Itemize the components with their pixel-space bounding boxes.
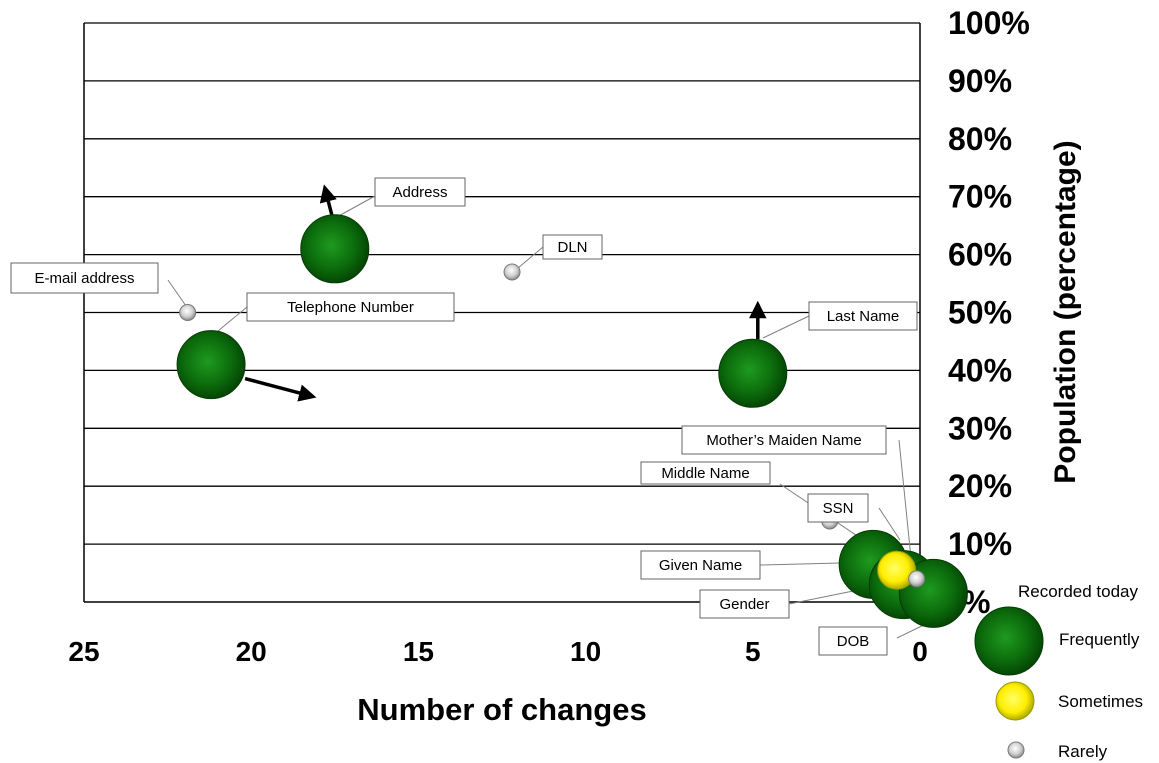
callout-leader (334, 195, 376, 219)
y-tick-label: 50% (948, 295, 1012, 331)
callout-label: Address (392, 184, 447, 201)
callout-box (640, 461, 771, 485)
x-axis-ticks: 25 20 15 10 5 0 (68, 636, 927, 667)
legend-title: Recorded today (1018, 582, 1139, 601)
callout-leader (898, 439, 913, 569)
callout-label: DOB (837, 633, 870, 650)
x-tick-label: 15 (403, 636, 434, 667)
y-tick-label: 90% (948, 63, 1012, 99)
callout-label: Gender (719, 596, 769, 613)
point-dln (503, 263, 521, 281)
x-tick-label: 10 (570, 636, 601, 667)
callout-label: Last Name (827, 308, 900, 325)
callout-label: Mother’s Maiden Name (706, 432, 861, 449)
callout-box (699, 589, 790, 619)
callout-box (808, 301, 918, 331)
callout-box (10, 262, 159, 294)
callout-label: Given Name (659, 557, 742, 574)
point-e-mail-address (179, 304, 197, 321)
callout-leader (167, 279, 187, 307)
legend-label: Frequently (1059, 630, 1140, 649)
trend-arrow (319, 184, 337, 216)
point-telephone-number (176, 330, 246, 400)
data-points (176, 214, 968, 628)
y-tick-label: 30% (948, 410, 1012, 446)
callout-leader (762, 315, 810, 339)
trend-arrows (244, 184, 767, 402)
y-tick-label: 80% (948, 121, 1012, 157)
callouts: Address DLN E-mail address Telephone Number… (10, 177, 918, 656)
point-last-name (718, 338, 788, 408)
callout-leader (517, 246, 544, 269)
grid-lines (84, 22, 920, 545)
y-tick-label: 10% (948, 526, 1012, 562)
callout-box (542, 234, 603, 260)
y-axis-title: Population (percentage) (1049, 140, 1082, 483)
legend-label: Sometimes (1058, 692, 1143, 711)
legend-label: Rarely (1058, 742, 1108, 761)
point-address (300, 214, 370, 284)
callout-box (640, 550, 761, 580)
x-tick-label: 20 (236, 636, 267, 667)
x-tick-label: 25 (68, 636, 99, 667)
point-mother-s-maiden-name (908, 570, 926, 588)
callout-leaders (167, 195, 931, 639)
callout-leader (217, 306, 248, 332)
y-axis-ticks: %10%20%30%40%50%60%70%80%90%100% (948, 5, 1030, 620)
trend-arrow (244, 376, 317, 402)
x-axis-title: Number of changes (357, 692, 646, 727)
legend: Recorded today Frequently Sometimes Rarely (974, 582, 1143, 761)
callout-leader (878, 507, 901, 541)
y-tick-label: 100% (948, 5, 1030, 41)
callout-label: E-mail address (34, 270, 134, 287)
callout-label: Middle Name (661, 465, 749, 482)
legend-marker-rarely (1007, 741, 1025, 759)
callout-box (374, 177, 466, 207)
callout-box (246, 292, 455, 322)
callout-leader (759, 562, 841, 566)
y-tick-label: 40% (948, 352, 1012, 388)
callout-label: DLN (557, 239, 587, 256)
x-tick-label: 0 (912, 636, 928, 667)
point-middle-name (877, 550, 917, 590)
y-tick-label: 20% (948, 468, 1012, 504)
y-tick-label: 60% (948, 237, 1012, 273)
callout-label: Telephone Number (287, 299, 414, 316)
callout-box (818, 626, 888, 656)
legend-marker-frequently (974, 606, 1044, 676)
legend-marker-sometimes (995, 681, 1035, 721)
callout-box (681, 425, 887, 455)
callout-label: SSN (823, 500, 854, 517)
callout-box (807, 493, 869, 523)
x-tick-label: 5 (745, 636, 761, 667)
y-tick-label: 70% (948, 179, 1012, 215)
